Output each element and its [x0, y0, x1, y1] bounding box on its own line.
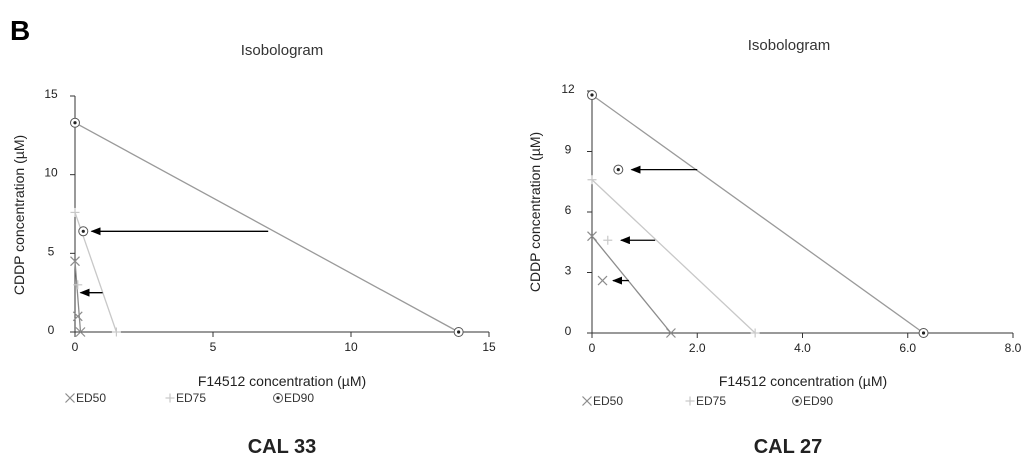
marker-circle-dot — [613, 164, 624, 175]
marker-plus — [603, 235, 613, 245]
y-tick-label: 0 — [565, 324, 572, 338]
marker-circle-dot — [70, 117, 80, 128]
marker-x — [72, 311, 83, 322]
marker-circle-dot — [587, 90, 597, 101]
x-tick-label: 0 — [589, 341, 596, 355]
legend-label: ED75 — [696, 394, 726, 408]
marker-x — [75, 327, 86, 337]
x-axis-label: F14512 concentration (µM) — [198, 373, 366, 389]
marker-x — [587, 231, 597, 242]
x-tick-label: 2.0 — [689, 341, 706, 355]
legend-label: ED75 — [176, 391, 206, 405]
marker-plus — [165, 393, 175, 403]
x-tick-label: 8.0 — [1005, 341, 1022, 355]
y-tick-label: 5 — [48, 244, 55, 258]
x-tick-label: 15 — [482, 340, 496, 354]
legend-item-ed75: ED75 — [165, 391, 206, 405]
chart-caption: CAL 27 — [754, 436, 823, 458]
chart-title: Isobologram — [748, 37, 831, 54]
isobole-ed90 — [591, 94, 924, 334]
y-tick-label: 3 — [565, 264, 572, 278]
chart-cal33: Isobologram CDDP concentration (µM) F145… — [11, 42, 496, 458]
legend: ED50 ED75 ED90 — [582, 394, 833, 408]
x-tick-label: 10 — [344, 340, 358, 354]
marker-x — [666, 328, 676, 338]
panel-letter: B — [10, 15, 30, 46]
marker-circle-dot — [78, 226, 89, 237]
chart-title: Isobologram — [241, 42, 324, 59]
marker-plus — [685, 396, 695, 406]
isobole-ed90 — [74, 122, 459, 333]
marker-x — [65, 393, 75, 403]
x-axis-label: F14512 concentration (µM) — [719, 373, 887, 389]
marker-x — [597, 275, 608, 286]
marker-circle-dot — [453, 327, 464, 337]
legend-label: ED50 — [593, 394, 623, 408]
legend-item-ed75: ED75 — [685, 394, 726, 408]
plot-area: 0 5 10 15 0 5 10 15 — [44, 87, 496, 354]
x-tick-label: 0 — [72, 340, 79, 354]
legend-label: ED90 — [284, 391, 314, 405]
legend: ED50 ED75 ED90 — [65, 391, 314, 405]
y-tick-label: 15 — [44, 87, 58, 101]
legend-item-ed50: ED50 — [582, 394, 623, 408]
marker-plus — [750, 328, 760, 338]
y-tick-label: 10 — [44, 166, 58, 180]
legend-item-ed90: ED90 — [273, 391, 314, 405]
legend-item-ed90: ED90 — [792, 394, 833, 408]
marker-circle-dot — [273, 393, 283, 403]
x-tick-label: 4.0 — [794, 341, 811, 355]
y-tick-label: 9 — [565, 143, 572, 157]
y-axis-label: CDDP concentration (µM) — [527, 132, 543, 292]
legend-item-ed50: ED50 — [65, 391, 106, 405]
plot-area: 0 2.0 4.0 6.0 8.0 0 3 6 9 12 — [561, 82, 1021, 355]
x-tick-label: 5 — [210, 340, 217, 354]
y-tick-label: 6 — [565, 203, 572, 217]
y-axis-label: CDDP concentration (µM) — [11, 135, 27, 295]
y-tick-label: 0 — [48, 323, 55, 337]
marker-plus — [70, 207, 80, 217]
marker-plus — [73, 280, 83, 290]
x-tick-label: 6.0 — [899, 341, 916, 355]
marker-x — [70, 256, 80, 267]
legend-label: ED90 — [803, 394, 833, 408]
marker-plus — [587, 175, 597, 185]
legend-label: ED50 — [76, 391, 106, 405]
chart-cal27: Isobologram CDDP concentration (µM) F145… — [527, 37, 1022, 458]
isobole-ed50 — [591, 235, 672, 334]
y-tick-label: 12 — [561, 82, 575, 96]
marker-circle-dot — [792, 396, 802, 406]
isobole-ed50 — [74, 261, 82, 333]
marker-circle-dot — [918, 328, 929, 338]
marker-x — [582, 396, 592, 406]
isobole-ed75 — [591, 179, 756, 334]
marker-plus — [111, 327, 121, 337]
chart-caption: CAL 33 — [248, 436, 317, 458]
